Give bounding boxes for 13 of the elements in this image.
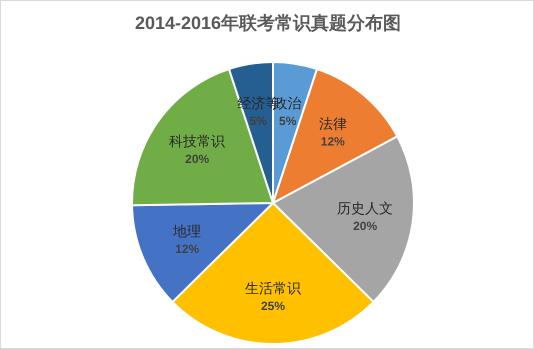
slice-label: 地理	[172, 222, 202, 239]
slice-label: 生活常识	[245, 280, 301, 296]
data-label: 12%	[175, 242, 200, 256]
slice-label: 历史人文	[337, 200, 394, 216]
slice-label: 科技常识	[169, 133, 226, 150]
data-label: 5%	[250, 114, 268, 128]
chart-title: 2014-2016年联考常识真题分布图	[134, 13, 402, 33]
data-label: 12%	[320, 134, 346, 149]
data-label: 25%	[260, 299, 286, 314]
slice-label: 法律	[318, 116, 347, 132]
data-label: 5%	[279, 114, 297, 128]
data-label: 20%	[185, 152, 210, 166]
data-label: 20%	[353, 219, 378, 234]
